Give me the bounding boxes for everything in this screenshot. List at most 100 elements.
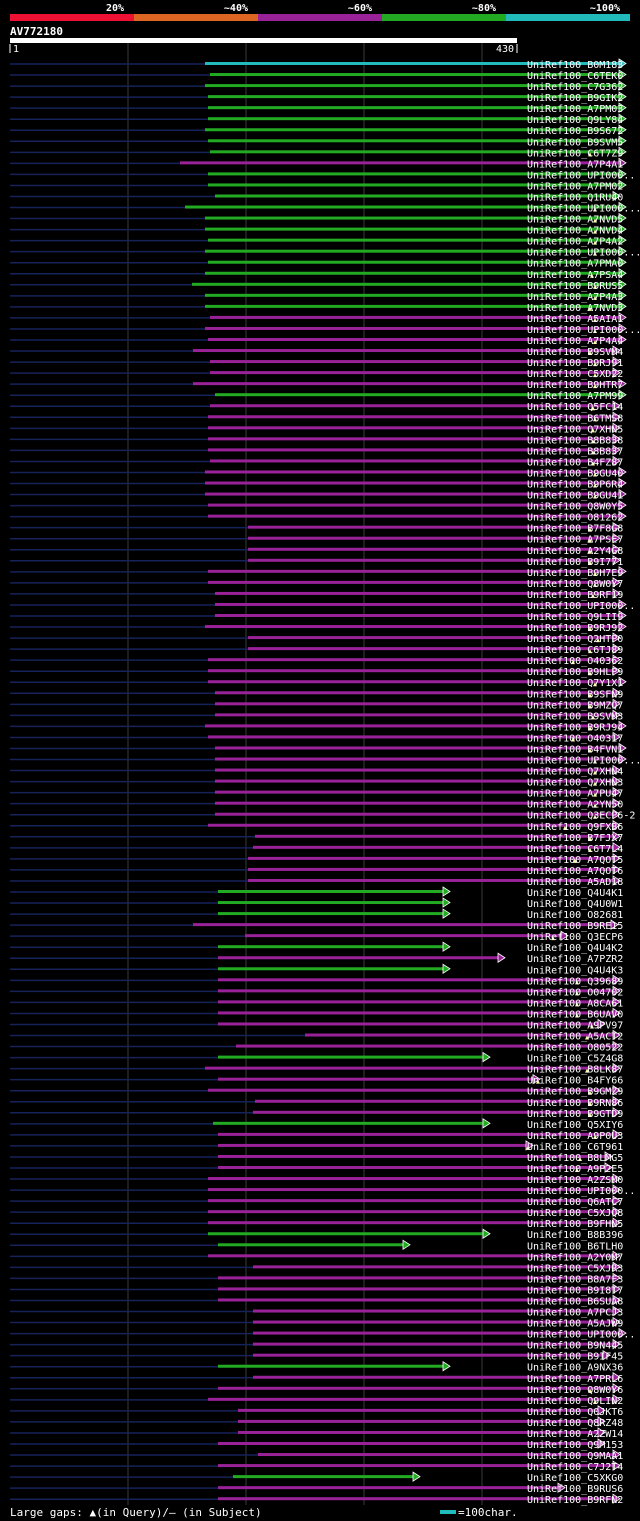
hit-bar — [218, 989, 614, 993]
gap-marker — [591, 406, 595, 411]
hit-row: UniRef100_A7NVD3 — [10, 301, 627, 314]
hit-arrowhead — [618, 124, 627, 135]
hit-row: UniRef100_B6TMS8 — [10, 411, 623, 424]
hit-label: UniRef100_A7PM99 — [527, 391, 623, 402]
hit-bar — [248, 856, 614, 860]
hit-arrowhead — [618, 146, 627, 158]
hit-arrowhead — [597, 1018, 606, 1030]
hit-label: UniRef100_A9P2E5 — [527, 1164, 623, 1175]
hit-label: UniRef100_B4FZ87 — [527, 457, 623, 468]
gap-marker — [575, 1013, 579, 1018]
hit-bar — [205, 227, 620, 231]
gap-marker — [591, 715, 595, 720]
hit-arrowhead — [618, 301, 627, 312]
gap-marker — [588, 704, 592, 709]
hit-label: UniRef100_B9FHN5 — [527, 1219, 623, 1230]
hit-row: UniRef100_A7PMA0 — [10, 256, 627, 270]
hit-label: UniRef100_Q9LIN2 — [527, 1396, 623, 1407]
hit-arrowhead — [612, 996, 621, 1008]
hit-row: UniRef100_B9S672 — [10, 124, 627, 137]
hit-arrowhead — [618, 135, 627, 147]
hit-label: UniRef100_B9RJ94 — [527, 722, 623, 733]
gap-marker — [588, 671, 592, 676]
hit-row: UniRef100_C7G362 — [10, 80, 627, 93]
hit-arrowhead — [612, 1107, 621, 1118]
hit-bar — [208, 139, 620, 143]
hit-arrowhead — [612, 1029, 621, 1041]
hit-bar — [253, 845, 614, 849]
hit-arrowhead — [412, 1471, 421, 1482]
gap-marker — [593, 373, 597, 378]
hit-label: UniRef100_Q3ECP6-2 — [527, 811, 635, 822]
hit-arrowhead — [612, 875, 621, 886]
hit-label: UniRef100_O80522 — [527, 1043, 623, 1054]
hit-label: UniRef100_A7P4A2 — [527, 237, 623, 248]
gap-marker — [593, 803, 597, 808]
hit-arrowhead — [618, 334, 627, 345]
hit-arrowhead — [612, 1184, 621, 1195]
hit-arrowhead — [618, 477, 627, 489]
gap-marker — [575, 1002, 579, 1007]
hit-row: UniRef100_A7PCJ3 — [10, 1305, 623, 1319]
hit-row: UniRef100_B9N445 — [10, 1338, 623, 1352]
gap-marker — [573, 858, 577, 863]
query-bar — [10, 38, 517, 43]
hit-bar — [208, 426, 614, 430]
hit-label: UniRef100_Q0JKT6 — [527, 1407, 623, 1418]
hit-label: UniRef100_B9P6R4 — [527, 480, 623, 491]
hit-arrowhead — [612, 632, 621, 643]
hit-bar — [205, 724, 620, 728]
gap-marker — [593, 1134, 597, 1139]
hit-arrowhead — [618, 720, 627, 732]
hit-row: UniRef100_B9RJ94 — [10, 720, 627, 733]
hit-arrowhead — [618, 268, 627, 279]
hit-row: UniRef100_B9I771 — [10, 555, 623, 568]
hit-arrowhead — [618, 323, 627, 334]
gap-marker — [551, 936, 555, 941]
hit-label: UniRef100_B9RFN2 — [527, 1495, 623, 1506]
hit-row: UniRef100_Q2HTP0 — [10, 632, 623, 645]
hit-label: UniRef100_Q9M153 — [527, 1440, 623, 1451]
hit-bar — [258, 1453, 614, 1457]
hit-row: UniRef100_A7PM02 — [10, 179, 627, 192]
hit-row: UniRef100_UPI000.. — [10, 599, 635, 612]
hit-bar — [208, 1199, 614, 1203]
hit-row: UniRef100_B9GU40 — [10, 466, 627, 479]
hit-row: UniRef100_B9GU41 — [10, 488, 627, 502]
hit-row: UniRef100_A5AIA1 — [10, 312, 627, 325]
hit-row: UniRef100_C6T961 — [10, 1140, 623, 1153]
legend-swatch — [382, 14, 506, 21]
hit-row: UniRef100_Q8W0Y5 — [10, 499, 627, 513]
hit-bar — [215, 691, 614, 695]
hit-label: UniRef100_C5XKG0 — [527, 1473, 623, 1484]
hit-arrowhead — [612, 1261, 621, 1273]
hit-arrowhead — [612, 400, 621, 411]
hit-label: UniRef100_C6T7L4 — [527, 844, 623, 855]
hit-arrowhead — [442, 897, 451, 908]
hit-bar — [208, 658, 614, 662]
hit-arrowhead — [612, 687, 621, 699]
hit-bar — [210, 315, 620, 319]
hit-bar — [245, 934, 562, 938]
hit-label: UniRef100_C7J2T4 — [527, 1462, 623, 1473]
hit-bar — [208, 106, 620, 110]
hit-label: UniRef100_UPI000.. — [527, 1330, 635, 1341]
hit-arrowhead — [597, 1405, 606, 1416]
hit-label: UniRef100_A7PSA4 — [527, 270, 623, 281]
hit-label: UniRef100_A5AJW9 — [527, 1319, 623, 1330]
hit-label: UniRef100_B0M183 — [527, 60, 623, 71]
hit-row: UniRef100_A8CA61 — [10, 996, 623, 1009]
hit-bar — [218, 1132, 614, 1136]
gap-marker — [588, 847, 592, 852]
hit-bar — [205, 216, 620, 220]
gap-marker — [588, 527, 592, 532]
hit-bar — [208, 1232, 484, 1236]
hit-label: UniRef100_UPI000... — [527, 248, 640, 259]
hit-label: UniRef100_UPI000.. — [527, 1186, 635, 1197]
hit-label: UniRef100_A7QOT5 — [527, 855, 623, 866]
hit-label: UniRef100_Q5XIY6 — [527, 1120, 623, 1131]
hit-label: UniRef100_B9RF19 — [527, 590, 623, 601]
hit-bar — [218, 1464, 614, 1468]
hit-arrowhead — [618, 466, 627, 478]
hit-row: UniRef100_A7PRL6 — [10, 1372, 623, 1385]
